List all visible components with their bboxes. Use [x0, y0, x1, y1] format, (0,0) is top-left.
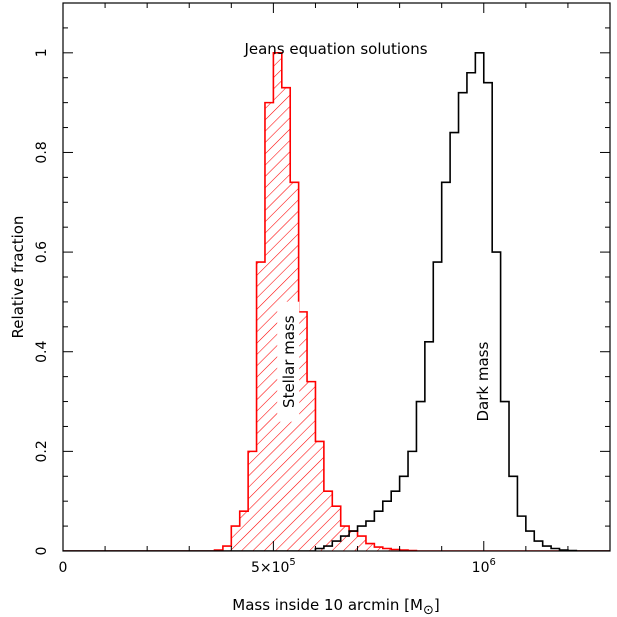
dark-mass-label-bg — [470, 335, 493, 429]
dark-mass-label-group: Dark mass — [470, 335, 493, 429]
stellar-mass-label-group: Stellar mass — [277, 301, 300, 422]
x-axis-title: Mass inside 10 arcmin [M⊙] — [232, 596, 439, 617]
chart-title: Jeans equation solutions — [243, 40, 427, 58]
y-tick-label: 0.6 — [34, 241, 50, 263]
plot-background — [63, 3, 610, 551]
sun-symbol: ⊙ — [423, 603, 434, 617]
y-tick-label: 0 — [34, 547, 50, 556]
y-axis-title: Relative fraction — [9, 216, 27, 339]
stellar-mass-label: Stellar mass — [280, 315, 298, 408]
y-tick-label: 0.8 — [34, 141, 50, 163]
stellar-mass-label-bg — [277, 301, 300, 422]
y-tick-label: 0.2 — [34, 440, 50, 462]
dark-mass-label: Dark mass — [474, 342, 492, 422]
y-tick-label: 1 — [34, 48, 50, 57]
dark-mass-histogram — [63, 52, 610, 551]
stellar-mass-histogram — [63, 52, 610, 551]
y-tick-label: 0.4 — [34, 341, 50, 363]
x-tick-label: 0 — [59, 560, 68, 576]
x-tick-label: 106 — [472, 557, 496, 576]
x-tick-label: 5×105 — [251, 557, 296, 576]
